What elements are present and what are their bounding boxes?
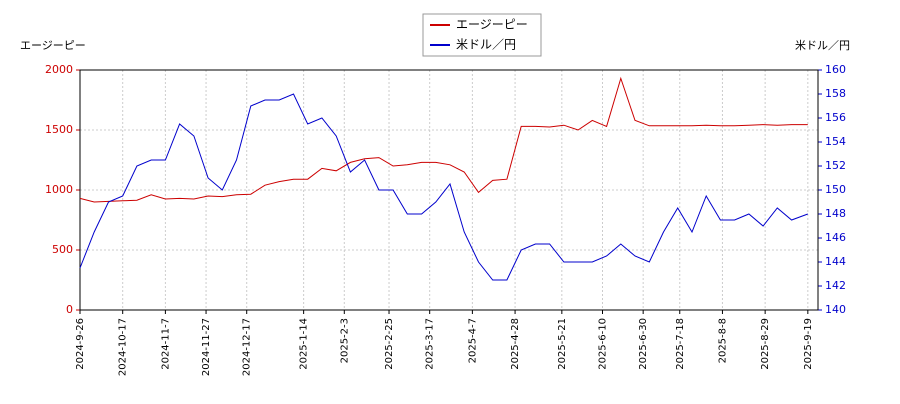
plot-frame [79,69,819,311]
x-tick-label: 2024-11-7 [160,318,171,370]
series-line [79,93,808,281]
y2-tick-label: 144 [825,255,846,268]
x-tick-label: 2025-9-19 [803,318,814,370]
x-tick-label: 2025-1-14 [299,318,310,370]
y2-tick-label: 150 [825,183,846,196]
y-tick-label: 2000 [45,63,73,76]
y2-axis-label: 米ドル／円 [795,39,850,52]
y-axis-label: エージーピー [20,39,86,52]
legend-box [422,13,542,57]
x-tick-label: 2024-10-17 [118,318,129,376]
y2-tick-label: 160 [825,63,846,76]
y2-tick-label: 158 [825,87,846,100]
y2-tick-label: 146 [825,231,846,244]
y2-tick-label: 148 [825,207,846,220]
x-tick-label: 2025-4-7 [467,318,478,363]
legend-label: エージーピー [456,18,528,32]
x-tick-label: 2025-2-25 [384,318,395,370]
y-tick-label: 0 [66,303,73,316]
x-tick-label: 2025-8-8 [717,318,728,363]
x-tick-label: 2025-7-18 [675,318,686,370]
x-tick-label: 2025-8-29 [760,318,771,370]
legend-label: 米ドル／円 [456,38,516,52]
y-tick-label: 500 [52,243,73,256]
x-tick-label: 2025-6-10 [597,318,608,370]
x-tick-label: 2024-11-27 [201,318,212,376]
series-line [79,76,808,203]
x-tick-label: 2025-4-28 [510,318,521,370]
y2-tick-label: 156 [825,111,846,124]
y-tick-label: 1000 [45,183,73,196]
y2-tick-label: 152 [825,159,846,172]
y2-tick-label: 154 [825,135,846,148]
y-tick-label: 1500 [45,123,73,136]
x-tick-label: 2025-5-21 [557,318,568,370]
x-tick-label: 2025-6-30 [638,318,649,370]
x-tick-label: 2024-9-26 [75,318,86,370]
x-tick-label: 2025-2-3 [339,318,350,363]
x-tick-label: 2024-12-17 [242,318,253,376]
x-tick-label: 2025-3-17 [425,318,436,370]
y2-tick-label: 142 [825,279,846,292]
y2-tick-label: 140 [825,303,846,316]
